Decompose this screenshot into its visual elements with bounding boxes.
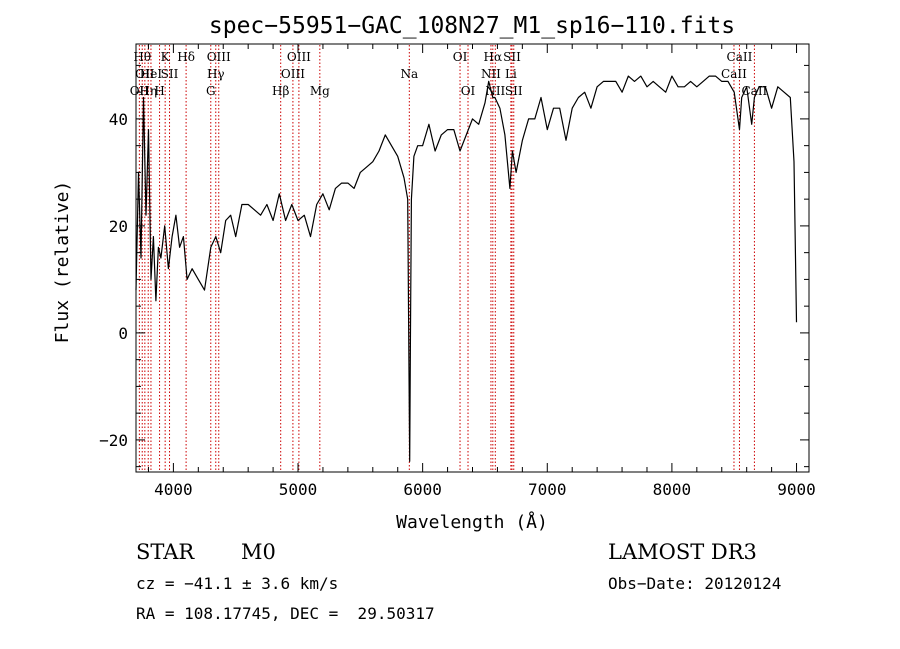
line-marker-label-5: H — [154, 84, 164, 98]
x-tick-label: 5000 — [279, 480, 318, 499]
line-marker-labels: OIIHθOIIHηHeIHKSIIHδGHγOIIIHβOIIIOIIIMgN… — [130, 50, 768, 98]
y-tick-label: 0 — [118, 324, 128, 343]
x-tick-label: 6000 — [403, 480, 442, 499]
line-marker-label-24: SII — [505, 84, 523, 98]
line-marker-label-17: OI — [453, 50, 468, 64]
line-marker-label-6: K — [161, 50, 171, 64]
x-tick-label: 7000 — [528, 480, 567, 499]
line-marker-label-18: OI — [461, 84, 476, 98]
line-marker-label-7: SII — [161, 67, 179, 81]
x-axis: 4000 5000 6000 7000 8000 9000 — [147, 44, 816, 499]
line-marker-label-13: OIII — [281, 67, 305, 81]
spectrum-line — [135, 75, 798, 462]
line-marker-label-26: CaII — [727, 50, 753, 64]
line-marker-label-15: Mg — [310, 84, 330, 98]
line-marker-label-9: G — [206, 84, 216, 98]
redshift-cz: cz = −41.1 ± 3.6 km/s — [136, 574, 339, 593]
line-marker-label-23: SII — [503, 50, 521, 64]
coordinates: RA = 108.17745, DEC = 29.50317 — [136, 604, 435, 623]
survey-name: LAMOST DR3 — [608, 540, 757, 564]
y-axis: −20 0 20 40 — [99, 64, 809, 468]
x-tick-label: 8000 — [653, 480, 692, 499]
plot-frame — [135, 43, 810, 473]
line-marker-label-11: OIII — [207, 50, 231, 64]
line-marker-label-20: Hα — [484, 50, 503, 64]
line-marker-label-12: Hβ — [272, 84, 289, 98]
x-tick-label: 4000 — [154, 480, 193, 499]
x-tick-label: 9000 — [777, 480, 816, 499]
x-axis-label: Wavelength (Å) — [396, 511, 548, 533]
line-marker-label-8: Hδ — [177, 50, 195, 64]
object-subclass: M0 — [241, 540, 276, 564]
line-marker-label-2: OII — [135, 67, 155, 81]
line-markers — [138, 45, 755, 471]
line-marker-label-4: HeI — [140, 67, 163, 81]
y-axis-label: Flux (relative) — [52, 181, 73, 344]
object-class: STAR — [136, 540, 195, 564]
line-marker-label-19: NII — [481, 67, 501, 81]
y-tick-label: 20 — [109, 217, 128, 236]
line-marker-label-0: OII — [130, 84, 150, 98]
line-marker-label-1: Hθ — [133, 50, 151, 64]
line-marker-label-16: Na — [400, 67, 418, 81]
y-tick-label: −20 — [99, 431, 128, 450]
chart-title: spec−55951−GAC_108N27_M1_sp16−110.fits — [209, 13, 735, 39]
line-marker-label-25: CaII — [721, 67, 747, 81]
observation-date: Obs−Date: 20120124 — [608, 574, 782, 593]
line-marker-label-14: OIII — [287, 50, 311, 64]
y-tick-label: 40 — [109, 110, 128, 129]
line-marker-label-10: Hγ — [207, 67, 225, 81]
line-marker-label-22: Li — [505, 67, 517, 81]
line-marker-label-3: Hη — [139, 84, 157, 98]
